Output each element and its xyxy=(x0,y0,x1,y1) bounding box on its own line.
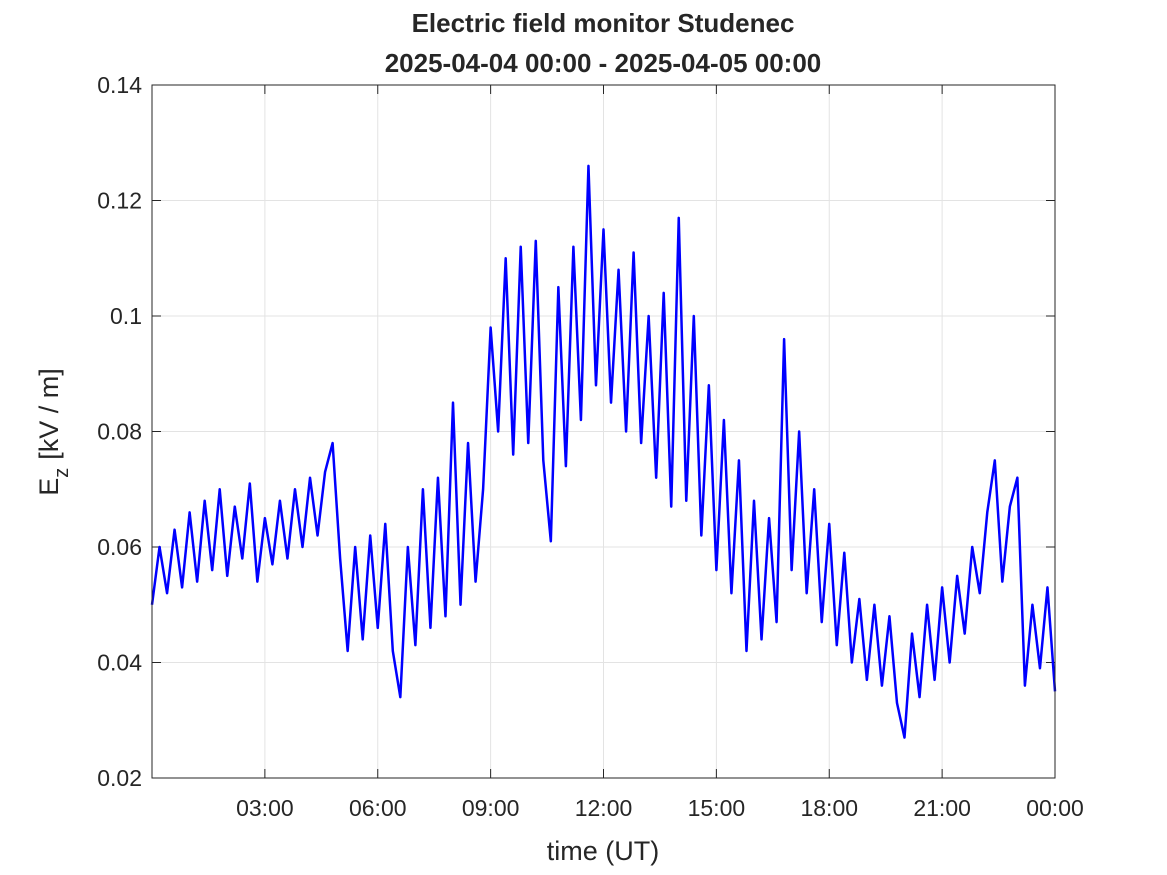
y-tick-label: 0.02 xyxy=(97,765,142,791)
y-tick-label: 0.08 xyxy=(97,419,142,445)
y-tick-label: 0.04 xyxy=(97,650,142,676)
x-tick-label: 21:00 xyxy=(913,795,971,821)
y-label-unit: [kV / m] xyxy=(34,368,64,460)
x-tick-label: 06:00 xyxy=(349,795,407,821)
data-line xyxy=(150,164,1057,739)
x-tick-label: 15:00 xyxy=(688,795,746,821)
x-tick-label: 03:00 xyxy=(236,795,294,821)
chart-subtitle: 2025-04-04 00:00 - 2025-04-05 00:00 xyxy=(385,48,822,78)
y-label-sub: z xyxy=(51,468,73,478)
x-axis-label: time (UT) xyxy=(547,836,659,866)
x-tick-label: 00:00 xyxy=(1026,795,1084,821)
y-tick-label: 0.1 xyxy=(110,303,142,329)
y-tick-label: 0.06 xyxy=(97,534,142,560)
chart-title: Electric field monitor Studenec xyxy=(412,8,795,38)
y-tick-label: 0.12 xyxy=(97,188,142,214)
y-label-main: E xyxy=(34,478,64,496)
plot-frame xyxy=(151,84,1056,779)
x-tick-label: 09:00 xyxy=(462,795,520,821)
x-tick-label: 18:00 xyxy=(800,795,858,821)
x-tick-label: 12:00 xyxy=(575,795,633,821)
y-tick-label: 0.14 xyxy=(97,72,142,98)
y-axis-label: Ez [kV / m] xyxy=(34,368,73,496)
